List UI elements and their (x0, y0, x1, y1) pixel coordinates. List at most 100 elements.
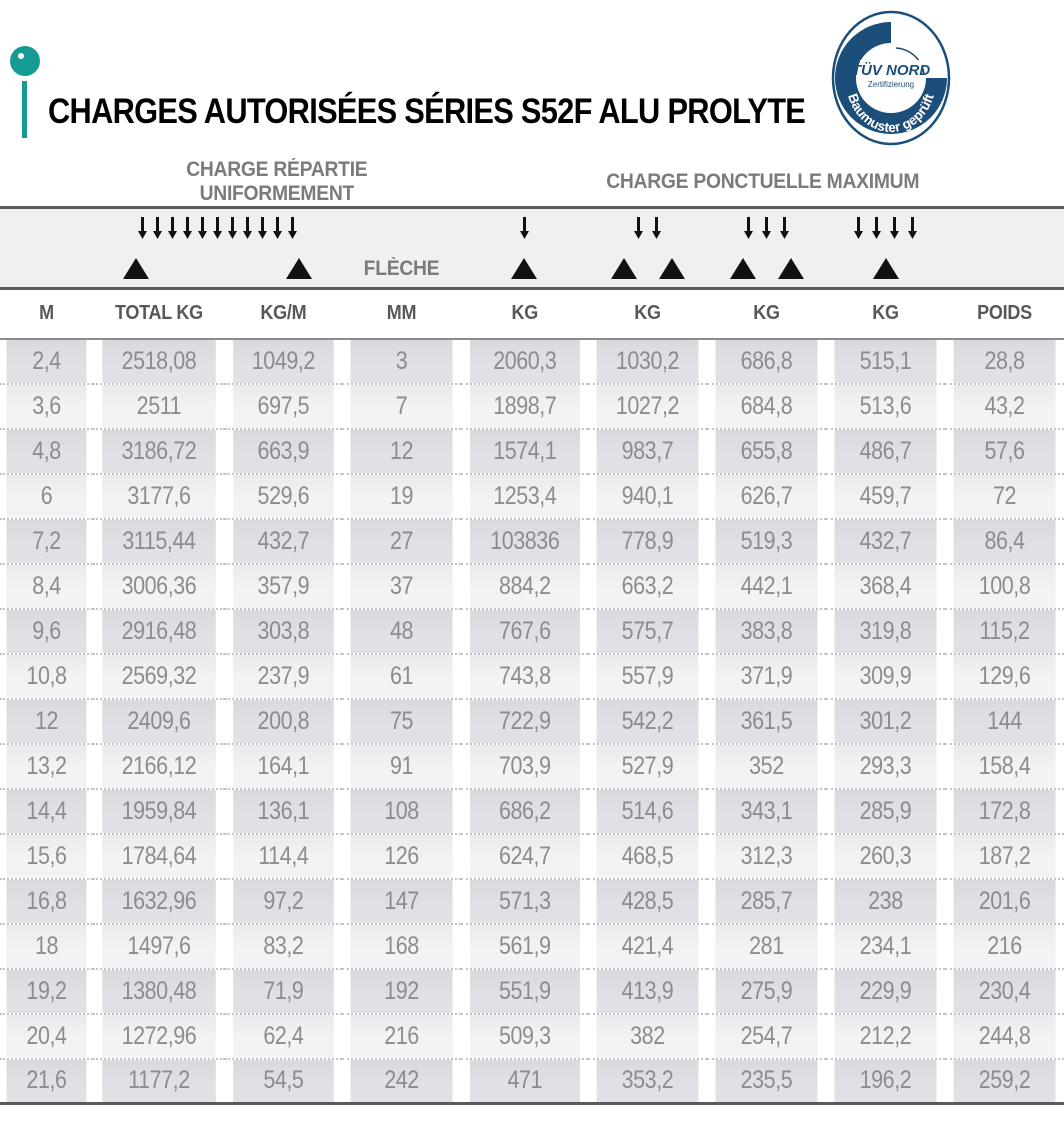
column-header-kg-4: KG (831, 288, 940, 340)
cell-kg-12: 428,5 (596, 878, 699, 925)
cell-m-3: 6 (6, 473, 87, 520)
cell-poids-13: 216 (953, 923, 1056, 970)
cell-kg-m-4: 432,7 (233, 518, 334, 565)
cell-poids-7: 129,6 (953, 653, 1056, 700)
pin-head (10, 46, 40, 76)
cell-poids-15: 244,8 (953, 1013, 1056, 1060)
cell-total-kg-13: 1497,6 (102, 923, 216, 970)
cell-kg-4: 103836 (469, 518, 580, 565)
point-load-arrows-2 (588, 217, 707, 241)
cell-total-kg-10: 1959,84 (102, 788, 216, 835)
cell-kg-16: 353,2 (596, 1058, 699, 1105)
point-load-supports-4 (826, 258, 945, 279)
pictogram-point-load-2 (588, 207, 708, 290)
cell-kg-4: 432,7 (834, 518, 937, 565)
cell-m-10: 14,4 (6, 788, 87, 835)
title-bar: CHARGES AUTORISÉES SÉRIES S52F ALU PROLY… (0, 0, 1064, 158)
cell-kg-15: 509,3 (469, 1013, 580, 1060)
cell-kg-3: 459,7 (834, 473, 937, 520)
cell-m-9: 13,2 (6, 743, 87, 790)
cell-kg-6: 383,8 (715, 608, 818, 655)
cell-mm-9: 91 (349, 743, 453, 790)
down-arrow-icon (287, 217, 297, 239)
pictogram-point-load-1 (460, 207, 589, 290)
table-row: 2,4 2518,08 1049,2 3 2060,3 1030,2 686,8 515,1 2… (0, 338, 1064, 385)
column-header-kg-2: KG (594, 288, 702, 340)
column-header-total-kg: TOTAL KG (99, 288, 219, 340)
cell-kg-16: 196,2 (834, 1058, 937, 1105)
down-arrow-icon (182, 217, 192, 239)
down-arrow-icon (890, 217, 899, 239)
cell-kg-13: 281 (715, 923, 818, 970)
down-arrow-icon (272, 217, 282, 239)
table-body: 2,4 2518,08 1049,2 3 2060,3 1030,2 686,8 515,1 2… (0, 338, 1064, 1105)
down-arrow-icon (167, 217, 177, 239)
cell-kg-3: 1253,4 (469, 473, 580, 520)
down-arrow-icon (780, 217, 790, 239)
down-arrow-icon (908, 217, 917, 239)
cell-kg-m-14: 71,9 (233, 968, 334, 1015)
cell-kg-2: 486,7 (834, 428, 937, 475)
down-arrow-icon (762, 217, 772, 239)
cell-m-7: 10,8 (6, 653, 87, 700)
down-arrow-icon (744, 217, 754, 239)
cell-mm-11: 126 (349, 833, 453, 880)
cell-kg-10: 285,9 (834, 788, 937, 835)
cell-kg-m-10: 136,1 (233, 788, 334, 835)
down-arrow-icon (197, 217, 207, 239)
table-row: 13,2 2166,12 164,1 91 703,9 527,9 352 293,3 158,… (0, 743, 1064, 790)
down-arrow-icon (257, 217, 267, 239)
table-row: 4,8 3186,72 663,9 12 1574,1 983,7 655,8 486,7 57… (0, 428, 1064, 475)
cell-m-5: 8,4 (6, 563, 87, 610)
cell-total-kg-9: 2166,12 (102, 743, 216, 790)
cell-total-kg-5: 3006,36 (102, 563, 216, 610)
cell-kg-4: 519,3 (715, 518, 818, 565)
cell-kg-9: 527,9 (596, 743, 699, 790)
cell-mm-10: 108 (349, 788, 453, 835)
column-header-poids: POIDS (950, 288, 1059, 340)
cell-m-8: 12 (6, 698, 87, 745)
cell-kg-0: 2060,3 (469, 338, 580, 385)
cell-m-4: 7,2 (6, 518, 87, 565)
down-arrow-icon (227, 217, 237, 239)
pin-dot (18, 53, 24, 59)
cell-mm-6: 48 (349, 608, 453, 655)
cell-kg-3: 940,1 (596, 473, 699, 520)
down-arrow-icon (519, 217, 529, 239)
cell-kg-0: 686,8 (715, 338, 818, 385)
cell-kg-0: 1030,2 (596, 338, 699, 385)
table-row: 14,4 1959,84 136,1 108 686,2 514,6 343,1 285,9 1… (0, 788, 1064, 835)
down-arrow-icon (854, 217, 863, 239)
cell-kg-12: 571,3 (469, 878, 580, 925)
table-row: 8,4 3006,36 357,9 37 884,2 663,2 442,1 368,4 100… (0, 563, 1064, 610)
pictogram-row: FLÈCHE (0, 207, 1064, 290)
cell-total-kg-8: 2409,6 (102, 698, 216, 745)
cell-poids-5: 100,8 (953, 563, 1056, 610)
cell-kg-2: 1574,1 (469, 428, 580, 475)
cell-mm-13: 168 (349, 923, 453, 970)
table-row: 16,8 1632,96 97,2 147 571,3 428,5 285,7 238 201,… (0, 878, 1064, 925)
pictogram-point-load-4 (826, 207, 945, 290)
table-row: 15,6 1784,64 114,4 126 624,7 468,5 312,3 260,3 1… (0, 833, 1064, 880)
cell-kg-13: 421,4 (596, 923, 699, 970)
group-header-point-load: CHARGE PONCTUELLE MAXIMUM (484, 158, 1040, 209)
cell-kg-m-0: 1049,2 (233, 338, 334, 385)
cell-kg-m-1: 697,5 (233, 383, 334, 430)
cell-kg-m-13: 83,2 (233, 923, 334, 970)
support-triangle-icon (122, 258, 149, 279)
down-arrow-icon (137, 217, 147, 239)
cell-mm-14: 192 (349, 968, 453, 1015)
cell-kg-1: 684,8 (715, 383, 818, 430)
logo-subtitle-text: Zertifizierung (868, 80, 914, 89)
pictogram-cell-m (0, 207, 93, 290)
cell-poids-3: 72 (953, 473, 1056, 520)
cell-kg-7: 371,9 (715, 653, 818, 700)
page-title: CHARGES AUTORISÉES SÉRIES S52F ALU PROLY… (48, 92, 806, 131)
cell-mm-16: 242 (349, 1058, 453, 1105)
pictogram-distributed-load (92, 207, 342, 290)
table-row: 20,4 1272,96 62,4 216 509,3 382 254,7 212,2 244,… (0, 1013, 1064, 1060)
cell-kg-14: 229,9 (834, 968, 937, 1015)
cell-kg-1: 513,6 (834, 383, 937, 430)
cell-kg-15: 382 (596, 1013, 699, 1060)
cell-kg-8: 542,2 (596, 698, 699, 745)
